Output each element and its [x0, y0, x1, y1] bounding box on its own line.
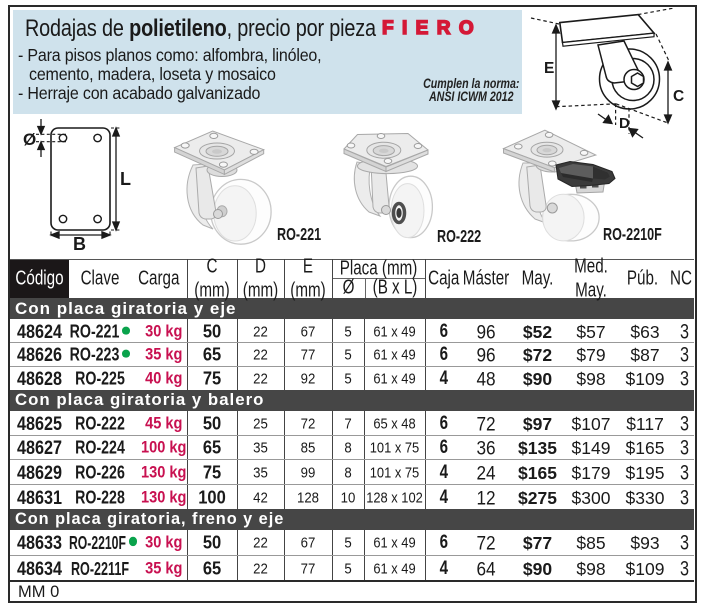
- svg-text:L: L: [120, 169, 131, 189]
- svg-text:D: D: [619, 115, 630, 132]
- svg-text:C: C: [673, 88, 684, 105]
- svg-text:Ø: Ø: [23, 130, 36, 149]
- svg-text:E: E: [544, 60, 554, 77]
- svg-text:B: B: [73, 234, 86, 254]
